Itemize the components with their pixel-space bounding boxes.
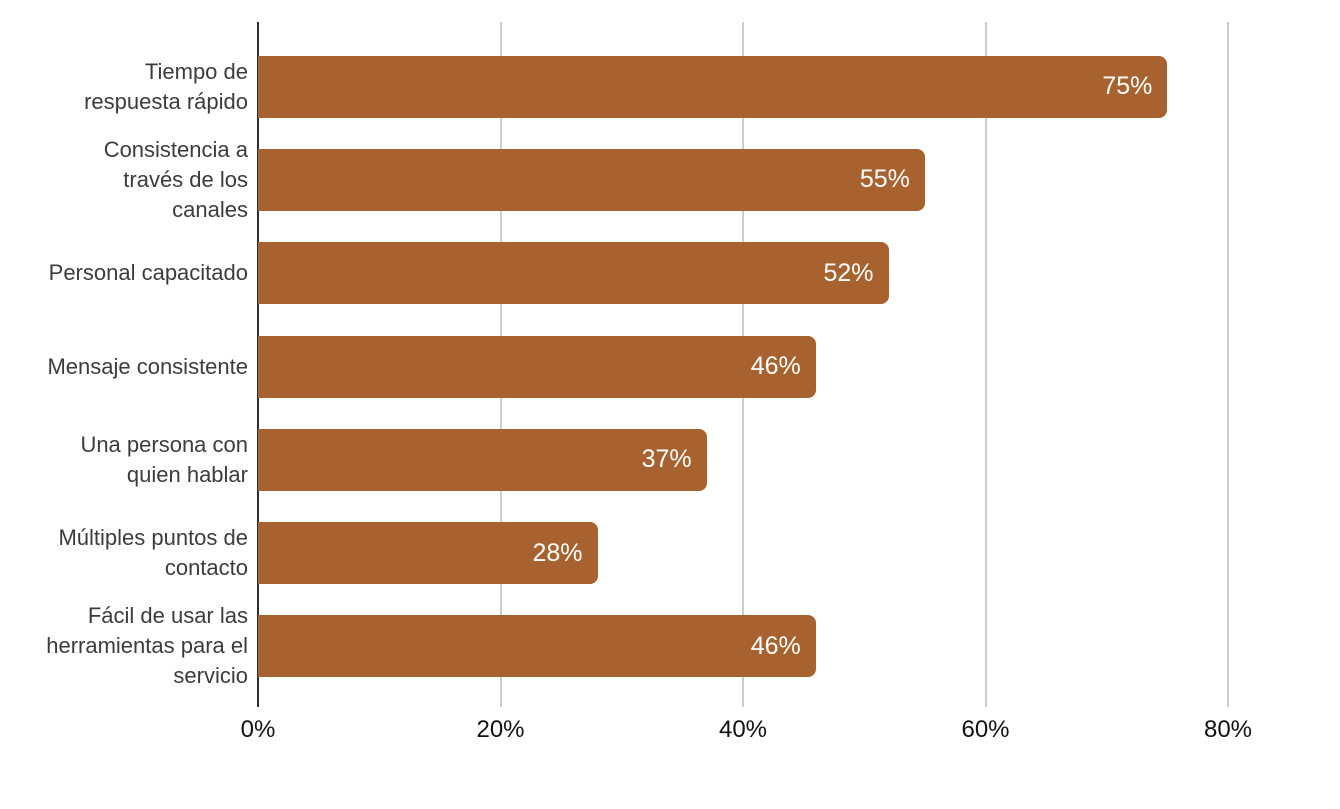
category-label-line: respuesta rápido [84, 88, 248, 114]
x-tick-label: 80% [1203, 716, 1253, 743]
bar: 55% [258, 148, 925, 211]
bar: 46% [258, 615, 816, 678]
bar: 46% [258, 335, 816, 398]
bar-value-label: 52% [823, 258, 874, 287]
category-label: Múltiples puntos de contacto [4, 507, 248, 600]
category-label-line: Mensaje consistente [47, 353, 248, 379]
x-tick-label: 60% [961, 716, 1010, 743]
bar-value-label: 37% [641, 445, 692, 474]
category-label: Mensaje consistente [4, 320, 248, 413]
category-label-line: Personal capacitado [48, 260, 248, 286]
category-label-line: contacto [164, 555, 248, 581]
category-label: Tiempo de respuesta rápido [4, 40, 248, 133]
gridline [1227, 22, 1229, 707]
bar-value-label: 55% [859, 165, 910, 194]
category-label-line: quien hablar [126, 461, 248, 487]
category-label-line: través de los [123, 166, 248, 192]
category-label-line: servicio [173, 663, 248, 689]
category-label: Una persona con quien hablar [4, 413, 248, 506]
category-label-line: Múltiples puntos de [58, 525, 248, 551]
category-label-line: herramientas para el [46, 633, 248, 659]
x-tick-label: 0% [240, 716, 276, 743]
gridline [984, 22, 987, 707]
bar-value-label: 46% [750, 352, 801, 381]
bar-value-label: 28% [532, 538, 583, 567]
bar-value-label: 75% [1102, 72, 1153, 101]
bar: 75% [258, 55, 1168, 118]
bar: 37% [258, 428, 707, 491]
category-label: Consistencia a través de los canales [4, 133, 248, 226]
category-label: Personal capacitado [4, 227, 248, 320]
category-label-line: Consistencia a [103, 136, 248, 162]
category-label: Fácil de usar las herramientas para el ser… [4, 600, 248, 693]
x-tick-label: 40% [718, 716, 768, 743]
bar-value-label: 46% [750, 631, 801, 660]
category-label-line: canales [172, 196, 248, 222]
category-label-line: Tiempo de [144, 58, 248, 84]
bar: 28% [258, 522, 598, 585]
plot-area: 75% 55% 52% 46% 37% 28% 46% [257, 22, 1263, 707]
bar: 52% [258, 242, 889, 305]
x-tick-label: 20% [476, 716, 525, 743]
category-label-line: Fácil de usar las [87, 603, 248, 629]
category-label-line: Una persona con [80, 431, 248, 457]
